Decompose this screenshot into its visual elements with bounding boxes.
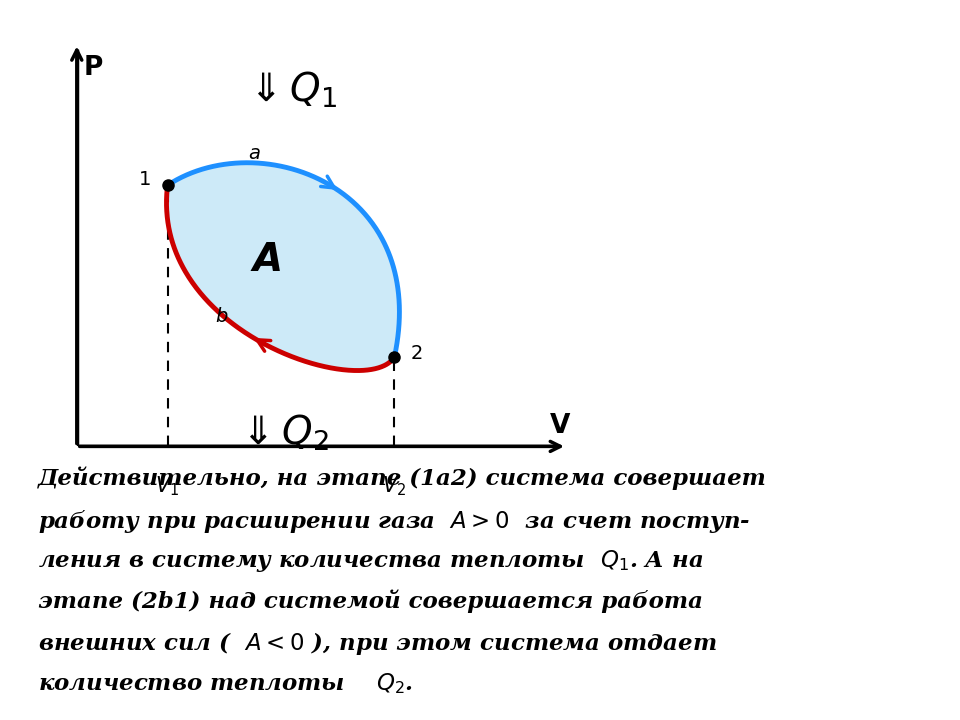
Text: $\Downarrow Q_2$: $\Downarrow Q_2$ xyxy=(233,413,328,453)
Text: количество теплоты    $Q_2$.: количество теплоты $Q_2$. xyxy=(38,671,413,696)
Text: $\Downarrow Q_1$: $\Downarrow Q_1$ xyxy=(243,70,338,110)
Text: 1: 1 xyxy=(138,170,151,189)
Text: $V_2$: $V_2$ xyxy=(382,474,406,498)
Text: V: V xyxy=(549,413,570,438)
Text: ления в систему количества теплоты  $Q_1$. А на: ления в систему количества теплоты $Q_1$… xyxy=(38,549,704,575)
Text: работу при расширении газа  $A>0$  за счет поступ-: работу при расширении газа $A>0$ за счет… xyxy=(38,508,750,534)
Text: Действительно, на этапе (1а2) система совершает: Действительно, на этапе (1а2) система со… xyxy=(38,467,767,490)
Text: b: b xyxy=(215,307,228,326)
Polygon shape xyxy=(166,163,399,371)
Text: A: A xyxy=(252,241,282,279)
Text: внешних сил (  $A<0$ ), при этом система отдает: внешних сил ( $A<0$ ), при этом система … xyxy=(38,631,717,657)
Text: a: a xyxy=(249,145,260,163)
Text: $V_1$: $V_1$ xyxy=(156,474,180,498)
Text: 2: 2 xyxy=(411,343,423,363)
Text: этапе (2b1) над системой совершается работа: этапе (2b1) над системой совершается раб… xyxy=(38,590,703,613)
Text: P: P xyxy=(84,55,103,81)
